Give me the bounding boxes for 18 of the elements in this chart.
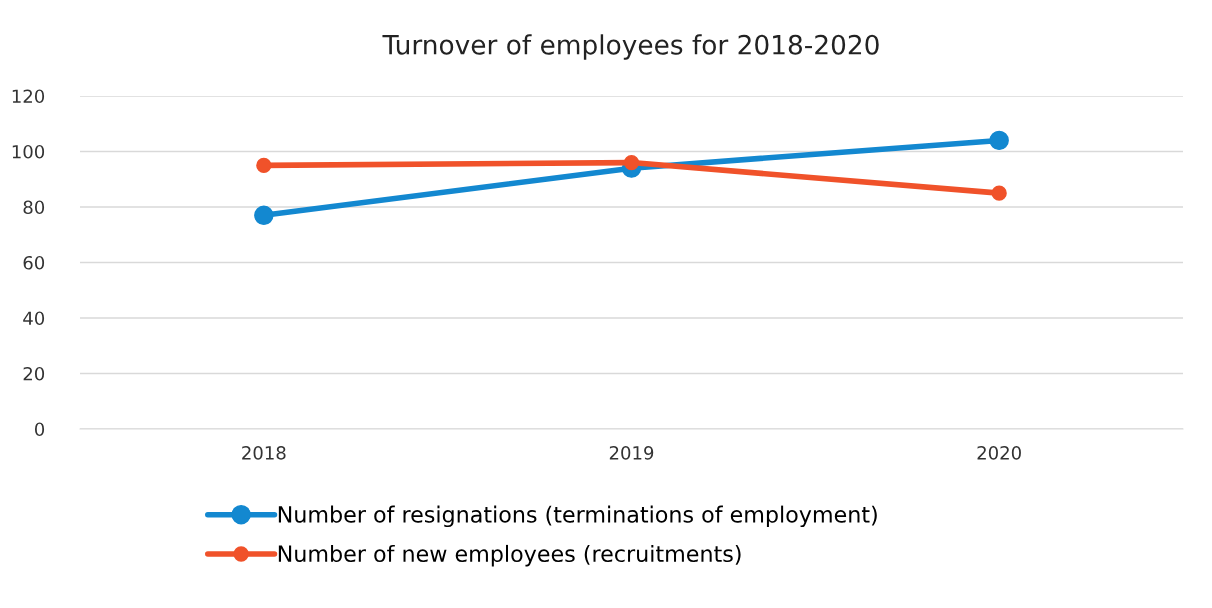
y-tick-label: 20: [23, 366, 45, 381]
x-tick-label: 2018: [242, 445, 286, 460]
legend-label: Number of new employees (recruitments): [278, 544, 741, 567]
chart-title: Turnover of employees for 2018-2020: [382, 34, 879, 60]
point: [991, 185, 1007, 201]
legend-label: Number of resignations (terminations of employment): [278, 505, 877, 528]
y-tick-label: 80: [23, 200, 45, 215]
x-tick-label: 2019: [609, 445, 654, 460]
x-tick-label: 2020: [977, 445, 1021, 460]
y-tick-label: 100: [12, 144, 45, 159]
point: [989, 130, 1009, 151]
point: [623, 154, 640, 171]
y-tick-label: 0: [34, 422, 45, 437]
y-tick-label: 60: [23, 255, 45, 270]
point: [256, 157, 272, 174]
y-tick-label: 40: [23, 311, 45, 326]
point: [254, 205, 274, 226]
y-tick-label: 120: [12, 89, 45, 104]
